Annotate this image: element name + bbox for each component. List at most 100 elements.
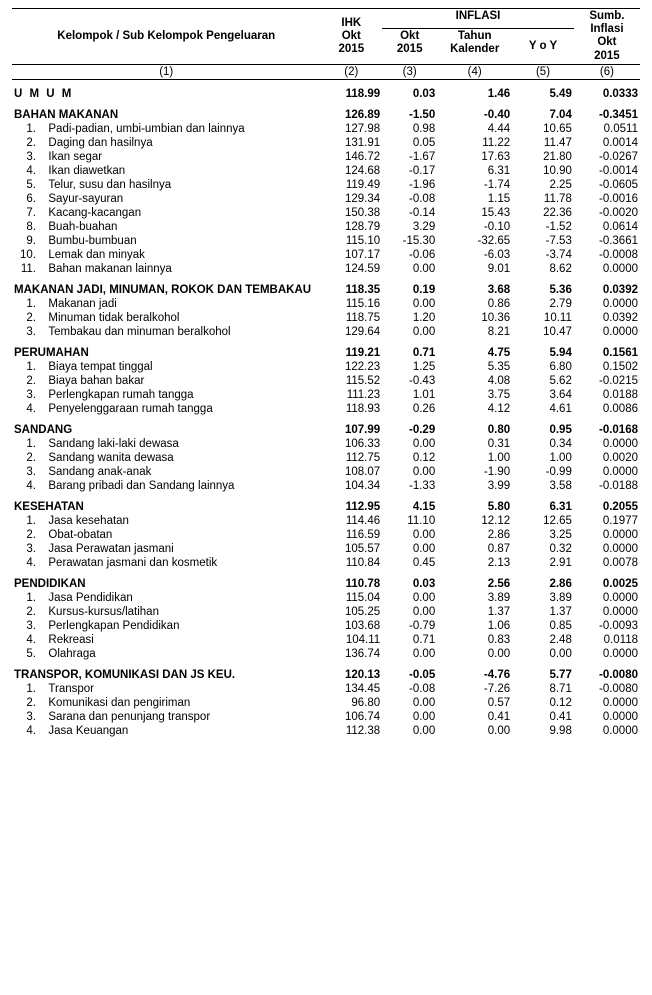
cell-c2: 118.35 (320, 276, 382, 297)
group-row: BAHAN MAKANAN126.89-1.50-0.407.04-0.3451 (12, 101, 640, 122)
sub-row: 3. Perlengkapan rumah tangga111.231.013.… (12, 388, 640, 402)
group-row: PERUMAHAN119.210.714.755.940.1561 (12, 339, 640, 360)
cell-c2: 114.46 (320, 514, 382, 528)
cell-c3: 0.03 (382, 570, 437, 591)
cell-c2: 124.68 (320, 164, 382, 178)
sub-label: 4. Ikan diawetkan (12, 164, 320, 178)
sub-label: 3. Sandang anak-anak (12, 465, 320, 479)
sub-row: 4. Barang pribadi dan Sandang lainnya104… (12, 479, 640, 493)
cell-c5: -3.74 (512, 248, 574, 262)
cell-c4: 4.44 (437, 122, 512, 136)
sub-label: 6. Sayur-sayuran (12, 192, 320, 206)
cell-c6: 0.0000 (574, 696, 640, 710)
cell-c2: 118.99 (320, 79, 382, 101)
cell-c2: 104.11 (320, 633, 382, 647)
cell-c3: 0.26 (382, 402, 437, 416)
cell-c3: 0.00 (382, 465, 437, 479)
cell-c4: -0.10 (437, 220, 512, 234)
sub-label: 2. Minuman tidak beralkohol (12, 311, 320, 325)
coln-4: (4) (437, 64, 512, 79)
cell-c4: 5.80 (437, 493, 512, 514)
cell-c6: 0.0000 (574, 437, 640, 451)
cell-c4: 11.22 (437, 136, 512, 150)
cell-c6: -0.0008 (574, 248, 640, 262)
cell-c5: 0.41 (512, 710, 574, 724)
cell-c6: 0.0000 (574, 325, 640, 339)
cell-c6: 0.1561 (574, 339, 640, 360)
sub-row: 1. Jasa Pendidikan115.040.003.893.890.00… (12, 591, 640, 605)
cell-c5: 10.90 (512, 164, 574, 178)
cell-c5: 10.47 (512, 325, 574, 339)
sub-row: 4. Perawatan jasmani dan kosmetik110.840… (12, 556, 640, 570)
cell-c4: -1.74 (437, 178, 512, 192)
inflation-table: Kelompok / Sub Kelompok Pengeluaran IHK … (12, 8, 640, 738)
cell-c2: 107.17 (320, 248, 382, 262)
group-label: TRANSPOR, KOMUNIKASI DAN JS KEU. (12, 661, 320, 682)
cell-c3: 0.00 (382, 325, 437, 339)
cell-c4: 1.46 (437, 79, 512, 101)
cell-c3: -1.96 (382, 178, 437, 192)
cell-c3: 1.20 (382, 311, 437, 325)
cell-c6: -0.0093 (574, 619, 640, 633)
cell-c4: 0.57 (437, 696, 512, 710)
cell-c4: -1.90 (437, 465, 512, 479)
cell-c5: 5.94 (512, 339, 574, 360)
coln-6: (6) (574, 64, 640, 79)
sub-row: 8. Buah-buahan128.793.29-0.10-1.520.0614 (12, 220, 640, 234)
group-row: KESEHATAN112.954.155.806.310.2055 (12, 493, 640, 514)
cell-c3: -0.14 (382, 206, 437, 220)
cell-c3: 0.00 (382, 262, 437, 276)
cell-c2: 150.38 (320, 206, 382, 220)
group-label: PENDIDIKAN (12, 570, 320, 591)
sub-label: 4. Barang pribadi dan Sandang lainnya (12, 479, 320, 493)
cell-c5: 2.48 (512, 633, 574, 647)
cell-c4: 4.12 (437, 402, 512, 416)
cell-c6: -0.0605 (574, 178, 640, 192)
cell-c5: 0.34 (512, 437, 574, 451)
cell-c2: 120.13 (320, 661, 382, 682)
cell-c4: 3.89 (437, 591, 512, 605)
cell-c6: 0.0392 (574, 276, 640, 297)
cell-c6: 0.0000 (574, 724, 640, 738)
sub-label: 3. Tembakau dan minuman beralkohol (12, 325, 320, 339)
cell-c4: 0.00 (437, 724, 512, 738)
cell-c2: 111.23 (320, 388, 382, 402)
cell-c2: 106.74 (320, 710, 382, 724)
cell-c2: 104.34 (320, 479, 382, 493)
cell-c3: -0.08 (382, 192, 437, 206)
cell-c3: 0.00 (382, 591, 437, 605)
group-label: BAHAN MAKANAN (12, 101, 320, 122)
cell-c3: 0.00 (382, 542, 437, 556)
cell-c4: 12.12 (437, 514, 512, 528)
cell-c3: 0.00 (382, 710, 437, 724)
sub-row: 1. Sandang laki-laki dewasa106.330.000.3… (12, 437, 640, 451)
group-row: PENDIDIKAN110.780.032.562.860.0025 (12, 570, 640, 591)
sub-label: 5. Telur, susu dan hasilnya (12, 178, 320, 192)
sub-label: 1. Padi-padian, umbi-umbian dan lainnya (12, 122, 320, 136)
sub-label: 2. Obat-obatan (12, 528, 320, 542)
group-row: TRANSPOR, KOMUNIKASI DAN JS KEU.120.13-0… (12, 661, 640, 682)
cell-c6: -0.0188 (574, 479, 640, 493)
cell-c3: 1.25 (382, 360, 437, 374)
cell-c3: -1.33 (382, 479, 437, 493)
hdr-group: Kelompok / Sub Kelompok Pengeluaran (12, 9, 320, 65)
sub-row: 3. Sandang anak-anak108.070.00-1.90-0.99… (12, 465, 640, 479)
cell-c4: -32.65 (437, 234, 512, 248)
sub-row: 1. Makanan jadi115.160.000.862.790.0000 (12, 297, 640, 311)
cell-c6: 0.0000 (574, 465, 640, 479)
cell-c4: 1.00 (437, 451, 512, 465)
hdr-yoy: Y o Y (512, 28, 574, 64)
cell-c5: 2.79 (512, 297, 574, 311)
cell-c3: -1.67 (382, 150, 437, 164)
cell-c2: 110.78 (320, 570, 382, 591)
hdr-sumb: Sumb. Inflasi Okt 2015 (574, 9, 640, 65)
cell-c6: 0.1502 (574, 360, 640, 374)
cell-c2: 106.33 (320, 437, 382, 451)
cell-c6: 0.0000 (574, 542, 640, 556)
sub-row: 3. Jasa Perawatan jasmani105.570.000.870… (12, 542, 640, 556)
cell-c4: 0.86 (437, 297, 512, 311)
cell-c5: 3.58 (512, 479, 574, 493)
cell-c5: 2.91 (512, 556, 574, 570)
cell-c2: 119.49 (320, 178, 382, 192)
cell-c4: 0.00 (437, 647, 512, 661)
